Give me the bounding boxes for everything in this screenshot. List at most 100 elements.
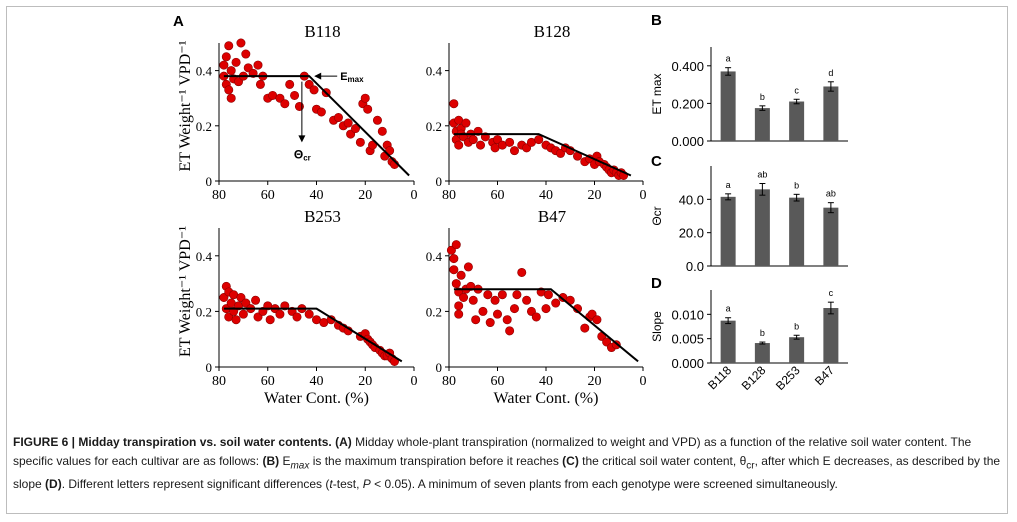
bar-panel-theta-cr: 0.0 20.0 40.0 a ab b ab Θcr [650, 166, 848, 274]
data-point [468, 295, 478, 305]
x-tick-label: 20 [588, 188, 602, 203]
data-point [241, 49, 251, 59]
data-point [275, 309, 285, 319]
data-point [509, 304, 519, 314]
data-point [505, 326, 515, 336]
fit-line [453, 288, 639, 363]
bar-panel-slope: 0.000 0.005 0.010 a b b c Slope B118 B128 B253 B47 [650, 288, 848, 393]
panel-letter-d: D [651, 275, 662, 292]
y-axis-label: ET Weight⁻¹ VPD⁻¹ [177, 226, 194, 357]
panel-letter-a: A [173, 13, 184, 30]
y-tick-label: 0.4 [426, 64, 443, 79]
caption-ref-d: (D) [45, 477, 62, 492]
data-point [253, 60, 263, 70]
caption-text: , after which E decreases, as described … [13, 454, 1001, 492]
data-point [522, 295, 532, 305]
fit-line [223, 75, 410, 177]
y-axis-label: ET max [650, 73, 664, 114]
bar [823, 86, 839, 141]
x-axis-label: Water Cont. (%) [494, 390, 599, 407]
x-tick-label: 80 [442, 188, 456, 203]
y-axis-label: Slope [650, 311, 664, 342]
x-tick-label: 80 [212, 374, 226, 389]
bar [789, 197, 805, 266]
theta-label-sub: cr [303, 153, 311, 162]
data-point [517, 267, 527, 277]
scatter-panel-b118: 0 0.2 0.4 80 60 40 20 0 B118 ET Weight⁻¹ VPD⁻¹ [177, 22, 418, 203]
data-point [492, 309, 502, 319]
bar [823, 207, 839, 266]
x-tick-label: 60 [261, 188, 275, 203]
data-point [454, 309, 464, 319]
significance-letter: c [794, 85, 799, 95]
data-point [265, 315, 275, 325]
x-tick-label: 60 [491, 188, 505, 203]
data-point [454, 301, 464, 311]
bar [754, 189, 770, 266]
data-point [292, 312, 302, 322]
figure-frame [6, 6, 1008, 514]
significance-letter: a [726, 54, 731, 64]
data-point [372, 115, 382, 125]
y-tick-label: 0.2 [196, 119, 212, 134]
data-point [224, 41, 234, 51]
data-point [285, 79, 295, 89]
theta-arrowhead [298, 135, 306, 143]
data-point [360, 93, 370, 103]
x-tick-label: B47 [812, 363, 837, 388]
panel-letter-b: B [651, 12, 662, 29]
y-tick-label: 0.000 [671, 134, 704, 149]
data-point [290, 90, 300, 100]
data-point [231, 315, 241, 325]
x-tick-label: 40 [310, 374, 324, 389]
data-point [377, 126, 387, 136]
y-axis-label: ET Weight⁻¹ VPD⁻¹ [177, 40, 194, 171]
data-point [449, 254, 459, 264]
significance-letter: a [726, 180, 731, 190]
bar [823, 308, 839, 363]
y-axis-label: Θcr [650, 206, 664, 225]
data-point [280, 99, 290, 109]
x-tick-label: 60 [261, 374, 275, 389]
caption-sub: max [290, 460, 310, 472]
bar [789, 101, 805, 141]
bar [720, 196, 736, 266]
emax-label-sub: max [348, 75, 365, 84]
caption-ref-a: (A) [331, 435, 352, 449]
chart-title: B253 [304, 207, 341, 226]
data-point [451, 279, 461, 289]
fit-line [223, 307, 403, 363]
y-tick-label: 0.005 [671, 332, 704, 347]
caption-title: FIGURE 6 | Midday transpiration vs. soil… [13, 435, 332, 449]
x-tick-label: 40 [539, 188, 553, 203]
significance-letter: d [828, 68, 833, 78]
y-tick-label: 0.2 [426, 119, 442, 134]
significance-letter: a [726, 304, 731, 314]
caption-text: the critical soil water content, θ [578, 454, 747, 468]
y-tick-label: 0 [206, 174, 213, 189]
scatter-panel-b128: 0 0.2 0.4 80 60 40 20 0 B128 [426, 22, 647, 203]
y-tick-label: 20.0 [679, 226, 704, 241]
x-tick-label: 80 [442, 374, 456, 389]
data-point [316, 107, 326, 117]
x-axis-label: Water Cont. (%) [264, 390, 369, 407]
data-point [294, 101, 304, 111]
data-point [255, 79, 265, 89]
significance-letter: c [829, 288, 834, 298]
theta-label: Θcr [294, 147, 311, 162]
data-point [368, 140, 378, 150]
data-point [463, 262, 473, 272]
data-point [451, 240, 461, 250]
bar [754, 108, 770, 141]
data-point [592, 315, 602, 325]
data-point [224, 85, 234, 95]
bar-panel-emax: 0.000 0.200 0.400 a b c d ET max [650, 47, 848, 149]
y-tick-label: 0.4 [196, 249, 213, 264]
caption-text: . Different letters represent significan… [61, 477, 330, 492]
data-point [551, 298, 561, 308]
x-tick-label: 0 [411, 374, 418, 389]
x-tick-label: 40 [539, 374, 553, 389]
bar [720, 71, 736, 141]
x-tick-label: B253 [773, 363, 803, 393]
caption-sub: cr [746, 460, 755, 472]
